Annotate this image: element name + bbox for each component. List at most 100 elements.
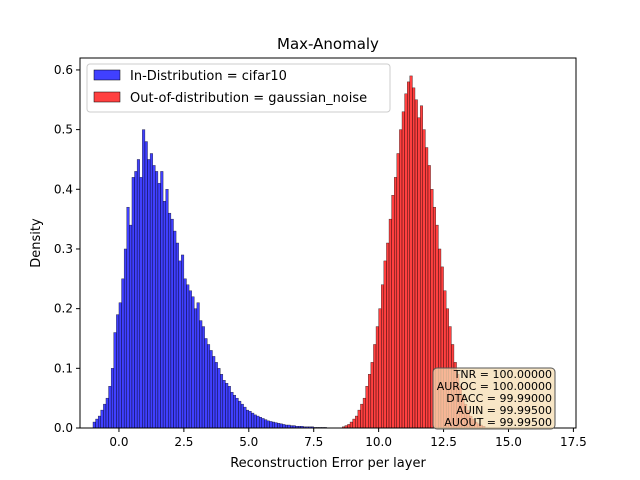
histogram-bar-in-distribution <box>110 368 114 429</box>
metric-tnr: TNR = 100.00000 <box>453 368 552 381</box>
axes-frame <box>79 57 577 429</box>
legend-swatch-out-of-distribution <box>93 91 121 103</box>
histogram-bar-in-distribution <box>173 230 177 429</box>
histogram-bar-in-distribution <box>214 362 218 429</box>
histogram-bar-in-distribution <box>155 171 159 429</box>
histogram-bar-in-distribution <box>274 422 278 429</box>
histogram-bar-out-of-distribution <box>378 308 382 429</box>
legend: In-Distribution = cifar10 Out-of-distrib… <box>86 63 391 113</box>
histogram-bar-out-of-distribution <box>347 424 351 429</box>
histogram-bar-out-of-distribution <box>362 397 366 429</box>
histogram-bar-out-of-distribution <box>409 75 413 429</box>
histogram-bar-in-distribution <box>222 380 226 429</box>
histogram-bar-in-distribution <box>147 159 151 429</box>
histogram-bar-out-of-distribution <box>355 415 359 429</box>
histogram-bar-out-of-distribution <box>365 386 369 429</box>
histogram-bar-in-distribution <box>245 409 249 429</box>
histogram-bar-in-distribution <box>204 338 208 429</box>
histogram-bar-out-of-distribution <box>373 344 377 429</box>
metric-dtacc: DTACC = 99.99000 <box>446 392 552 405</box>
y-tick-label: 0.4 <box>54 182 73 196</box>
y-tick-label: 0.1 <box>54 361 73 375</box>
histogram-bar-in-distribution <box>97 415 101 429</box>
histogram-bar-out-of-distribution <box>417 117 421 429</box>
histogram-bar-in-distribution <box>240 403 244 429</box>
histogram-bar-in-distribution <box>178 260 182 429</box>
histogram-bar-in-distribution <box>233 394 237 429</box>
histogram-bar-in-distribution <box>271 421 275 429</box>
histogram-bar-in-distribution <box>256 415 260 429</box>
x-tick-label: 5.0 <box>239 435 258 449</box>
histogram-bar-in-distribution <box>144 141 148 429</box>
y-tick-label: 0.6 <box>54 63 73 77</box>
histogram-bar-in-distribution <box>235 397 239 429</box>
histogram-bar-in-distribution <box>113 332 117 429</box>
metric-auin: AUIN = 99.99500 <box>456 404 552 417</box>
histogram-bar-out-of-distribution <box>422 129 426 429</box>
histogram-bar-in-distribution <box>225 383 229 429</box>
histogram-bar-out-of-distribution <box>388 218 392 429</box>
histogram-bar-in-distribution <box>134 171 138 429</box>
histogram-bar-in-distribution <box>152 165 156 429</box>
histogram-bar-in-distribution <box>269 421 273 429</box>
histogram-bar-out-of-distribution <box>412 87 416 429</box>
x-tick-label: 15.0 <box>495 435 522 449</box>
histogram-bar-out-of-distribution <box>427 165 431 429</box>
histogram-bar-out-of-distribution <box>352 418 356 429</box>
metric-auroc: AUROC = 100.00000 <box>437 380 552 393</box>
histogram-bar-in-distribution <box>116 314 120 429</box>
metrics-box <box>432 367 556 430</box>
metrics-annotation: TNR = 100.00000 AUROC = 100.00000 DTACC … <box>432 367 556 430</box>
histogram-bar-in-distribution <box>188 290 192 429</box>
histogram-bar-out-of-distribution <box>368 374 372 429</box>
histogram-bar-in-distribution <box>118 302 122 429</box>
x-tick-label: 7.5 <box>304 435 323 449</box>
histogram-bar-in-distribution <box>212 356 216 429</box>
y-axis-label: Density <box>29 218 44 268</box>
histogram-bar-in-distribution <box>149 153 153 429</box>
x-axis-label: Reconstruction Error per layer <box>230 456 426 471</box>
histogram-bar-in-distribution <box>142 129 146 429</box>
legend-swatch-in-distribution <box>93 69 121 81</box>
histogram-bar-in-distribution <box>191 296 195 429</box>
histogram-bar-in-distribution <box>136 159 140 429</box>
histogram-bar-out-of-distribution <box>357 409 361 429</box>
y-tick-label: 0.5 <box>54 123 73 137</box>
chart-title: Max-Anomaly <box>277 35 379 53</box>
legend-label-in-distribution: In-Distribution = cifar10 <box>130 69 287 84</box>
legend-label-out-of-distribution: Out-of-distribution = gaussian_noise <box>130 91 367 106</box>
histogram-bar-in-distribution <box>243 406 247 429</box>
histogram-bar-in-distribution <box>139 177 143 429</box>
histogram-bar-in-distribution <box>251 412 255 429</box>
x-tick-label: 17.5 <box>560 435 587 449</box>
x-tick-label: 12.5 <box>430 435 457 449</box>
histogram-bar-in-distribution <box>165 189 169 429</box>
histogram-bar-in-distribution <box>157 183 161 429</box>
histogram-bar-in-distribution <box>227 386 231 429</box>
x-tick-label: 0.0 <box>109 435 128 449</box>
metric-auout: AUOUT = 99.99500 <box>444 416 552 429</box>
histogram-bar-out-of-distribution <box>349 421 353 429</box>
histogram-bar-in-distribution <box>126 206 130 429</box>
histogram-bar-in-distribution <box>123 248 127 429</box>
histogram-bar-in-distribution <box>238 400 242 429</box>
histogram-bar-out-of-distribution <box>419 105 423 429</box>
histogram-bar-in-distribution <box>92 421 96 429</box>
y-tick-label: 0.0 <box>54 421 73 435</box>
histogram-bar-in-distribution <box>105 397 109 429</box>
histogram-bar-in-distribution <box>217 368 221 429</box>
histogram-bar-in-distribution <box>183 278 187 429</box>
histogram-bar-in-distribution <box>194 308 198 429</box>
histogram-bar-out-of-distribution <box>404 93 408 429</box>
histogram-bar-out-of-distribution <box>375 326 379 429</box>
y-tick-label: 0.3 <box>54 242 73 256</box>
histogram-bar-in-distribution <box>220 374 224 429</box>
y-ticks: 0.0 0.1 0.2 0.3 0.4 0.5 0.6 <box>54 63 80 435</box>
histogram-bar-in-distribution <box>277 423 281 429</box>
histogram-bar-out-of-distribution <box>396 153 400 429</box>
histogram-bar-in-distribution <box>108 386 112 429</box>
histogram-bar-in-distribution <box>103 403 107 429</box>
histogram-bar-in-distribution <box>258 417 262 429</box>
x-tick-label: 2.5 <box>174 435 193 449</box>
legend-box <box>86 63 391 113</box>
